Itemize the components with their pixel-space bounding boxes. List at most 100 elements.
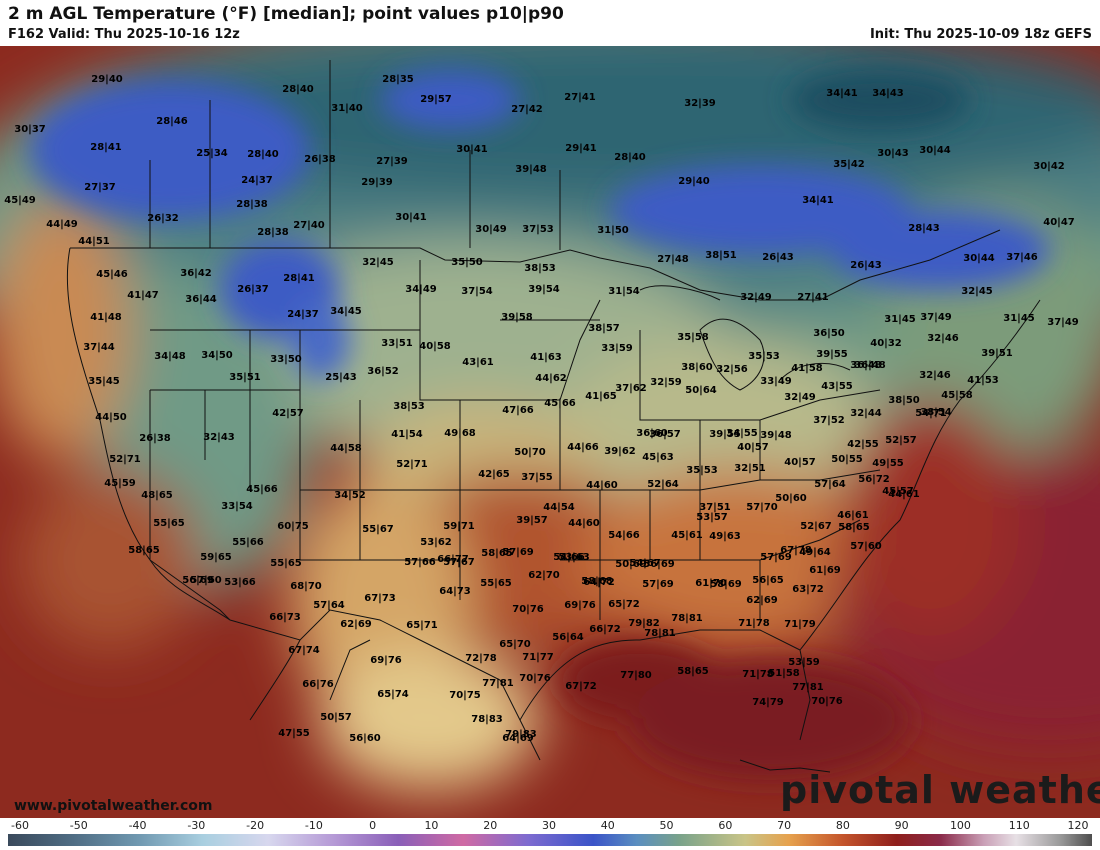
point-value-label: 57|64 [814,479,846,490]
point-value-label: 44|49 [46,219,78,230]
point-value-label: 52|67 [800,521,832,532]
point-value-label: 77|81 [792,682,824,693]
point-value-label: 56|60 [349,733,381,744]
point-value-label: 53|63 [558,552,590,563]
map-title: 2 m AGL Temperature (°F) [median]; point… [8,4,564,24]
point-value-label: 64|73 [439,586,471,597]
point-value-label: 49|68 [444,428,476,439]
point-value-label: 32|49 [740,292,772,303]
point-value-label: 26|43 [850,260,882,271]
point-value-label: 58|65 [838,522,870,533]
point-value-label: 65|74 [377,689,409,700]
point-value-label: 41|54 [391,429,423,440]
point-value-label: 28|40 [614,152,646,163]
point-value-label: 54|66 [608,530,640,541]
point-value-label: 25|43 [325,372,357,383]
point-value-label: 57|69 [760,552,792,563]
point-value-label: 44|50 [95,412,127,423]
color-scale-tick: -20 [246,819,265,832]
point-value-label: 32|49 [784,392,816,403]
point-value-label: 54|66 [553,552,585,563]
point-value-label: 40|47 [1043,217,1075,228]
point-value-label: 41|65 [585,391,617,402]
point-value-label: 59|65 [200,552,232,563]
point-value-label: 34|45 [330,306,362,317]
point-value-label: 57|64 [313,600,345,611]
point-value-label: 71|78 [738,618,770,629]
point-value-label: 34|43 [872,88,904,99]
point-value-label: 30|41 [456,144,488,155]
point-value-label: 44|66 [567,442,599,453]
point-value-label: 57|66 [404,557,436,568]
point-value-label: 32|56 [716,364,748,375]
point-value-label: 62|69 [746,595,778,606]
point-value-label: 41|63 [530,352,562,363]
color-scale-tick: 30 [542,819,556,832]
point-value-label: 35|53 [686,465,718,476]
color-scale-tick: 20 [483,819,498,832]
point-value-label: 63|72 [792,584,824,595]
point-value-label: 37|55 [521,472,553,483]
point-value-label: 56|72 [858,474,890,485]
valid-time: F162 Valid: Thu 2025-10-16 12z [8,27,240,42]
color-scale-tick: 110 [1008,819,1030,832]
point-value-label: 32|46 [919,370,951,381]
point-value-label: 26|38 [304,154,336,165]
point-value-label: 39|55 [816,349,848,360]
point-value-label: 65|72 [608,599,640,610]
point-value-label: 28|43 [908,223,940,234]
point-value-label: 58|65 [481,548,513,559]
point-value-label: 54|67 [629,558,661,569]
point-value-label: 31|40 [331,103,363,114]
point-value-label: 31|45 [884,314,916,325]
point-value-label: 35|53 [748,351,780,362]
point-value-label: 78|81 [671,613,703,624]
point-value-label: 42|65 [478,469,510,480]
point-value-label: 27|40 [293,220,325,231]
point-value-label: 44|61 [888,489,920,500]
color-scale-tick: 60 [718,819,733,832]
point-value-label: 38|53 [393,401,425,412]
point-value-label: 39|48 [515,164,547,175]
point-value-label: 65|71 [406,620,438,631]
point-value-label: 44|58 [330,443,362,454]
point-value-label: 38|51 [705,250,737,261]
point-value-label: 36|42 [180,268,212,279]
point-value-label: 69|76 [564,600,596,611]
point-value-label: 34|48 [154,351,186,362]
point-value-label: 34|49 [405,284,437,295]
point-value-label: 64|69 [502,733,534,744]
point-value-label: 59|71 [443,521,475,532]
point-value-label: 33|49 [760,376,792,387]
point-value-label: 37|53 [522,224,554,235]
point-value-label: 37|49 [1047,317,1079,328]
point-value-label: 72|78 [465,653,497,664]
color-scale-tick: 80 [835,819,850,832]
point-value-label: 32|45 [961,286,993,297]
point-value-label: 67|74 [288,645,320,656]
point-value-label: 52|71 [396,459,428,470]
point-value-label: 45|63 [642,452,674,463]
point-value-label: 58|65 [128,545,160,556]
point-value-label: 33|54 [221,501,253,512]
point-value-label: 64|72 [583,577,615,588]
point-value-label: 27|48 [657,254,689,265]
point-value-label: 27|41 [797,292,829,303]
point-value-label: 66|76 [302,679,334,690]
point-value-label: 32|59 [650,377,682,388]
point-value-label: 50|64 [685,385,717,396]
point-value-label: 24|37 [241,175,273,186]
color-scale-tick: 100 [949,819,971,832]
point-value-label: 57|69 [642,579,674,590]
color-scale-tick: 90 [894,819,909,832]
point-value-label: 34|52 [334,490,366,501]
point-value-label: 40|58 [419,341,451,352]
point-value-label: 45|59 [104,478,136,489]
init-time: Init: Thu 2025-10-09 18z GEFS [869,27,1092,42]
point-value-label: 37|44 [83,342,115,353]
point-value-label: 30|44 [963,253,995,264]
point-value-label: 39|55 [709,429,741,440]
point-value-label: 66|73 [269,612,301,623]
point-value-label: 58|69 [710,579,742,590]
color-scale-tick: 10 [424,819,439,832]
